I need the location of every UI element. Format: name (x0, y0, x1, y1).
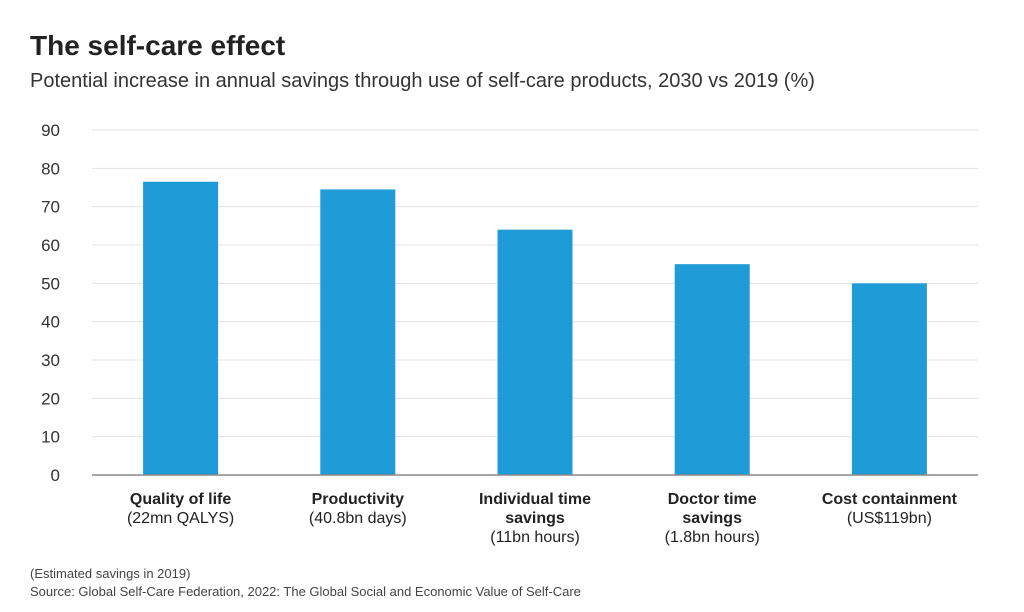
x-category-sublabel: (40.8bn days) (309, 510, 407, 527)
bar (497, 229, 573, 475)
bar (674, 264, 750, 475)
x-category-sublabel: (1.8bn hours) (665, 529, 760, 546)
y-tick-label: 20 (41, 389, 60, 408)
footnote: (Estimated savings in 2019) (30, 566, 191, 581)
y-tick-label: 60 (41, 236, 60, 255)
x-category-sublabel: (11bn hours) (490, 529, 580, 546)
y-tick-label: 80 (41, 159, 60, 178)
y-tick-label: 50 (41, 274, 60, 293)
x-category-label: Individual time (479, 491, 591, 508)
bar (320, 189, 396, 475)
y-tick-label: 30 (41, 351, 60, 370)
x-category-label: Quality of life (130, 491, 231, 508)
bar (143, 181, 219, 475)
y-tick-label: 70 (41, 198, 60, 217)
x-category-sublabel: (US$119bn) (847, 510, 932, 527)
x-category-sublabel: (22mn QALYS) (127, 510, 234, 527)
chart-subtitle: Potential increase in annual savings thr… (30, 70, 815, 92)
x-axis-labels: Quality of life (22mn QALYS) Productivity (… (127, 491, 958, 546)
x-category-label: Productivity (312, 491, 405, 508)
x-category-label: savings (682, 510, 742, 527)
bar (851, 283, 927, 475)
x-category-label: Cost containment (822, 491, 958, 508)
y-axis-ticks: 0 10 20 30 40 50 60 70 80 90 (41, 121, 60, 485)
y-tick-label: 90 (41, 121, 60, 140)
chart-title: The self-care effect (30, 30, 286, 61)
bars (143, 181, 927, 475)
y-tick-label: 10 (41, 428, 60, 447)
bar-chart: 0 10 20 30 40 50 60 70 80 90 Quality of life (22mn… (41, 121, 978, 546)
x-category-label: Doctor time (668, 491, 757, 508)
x-category-label: savings (505, 510, 565, 527)
source-note: Source: Global Self-Care Federation, 202… (30, 584, 581, 599)
y-tick-label: 40 (41, 313, 60, 332)
y-tick-label: 0 (51, 466, 60, 485)
